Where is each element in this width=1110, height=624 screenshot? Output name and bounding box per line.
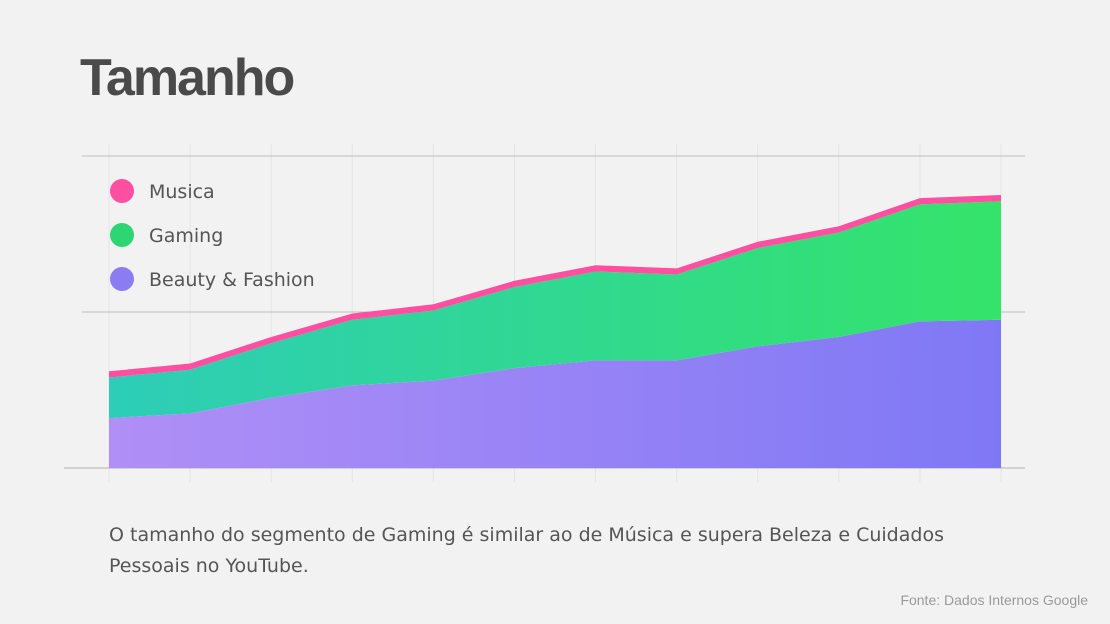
legend-label-beauty-fashion: Beauty & Fashion xyxy=(149,269,315,291)
area-series xyxy=(109,195,1001,468)
chart-title: Tamanho xyxy=(80,49,295,107)
legend-marker-musica xyxy=(110,179,134,203)
area-beauty-fashion xyxy=(109,319,1001,468)
legend-label-musica: Musica xyxy=(149,181,215,203)
area-gaming xyxy=(109,201,1001,419)
legend: Musica Gaming Beauty & Fashion xyxy=(110,179,315,291)
source-note: Fonte: Dados Internos Google xyxy=(900,592,1088,608)
legend-label-gaming: Gaming xyxy=(149,225,223,247)
legend-marker-beauty-fashion xyxy=(110,267,134,291)
legend-marker-gaming xyxy=(110,223,134,247)
chart-caption: O tamanho do segmento de Gaming é simila… xyxy=(109,524,944,577)
area-musica xyxy=(109,195,1001,378)
